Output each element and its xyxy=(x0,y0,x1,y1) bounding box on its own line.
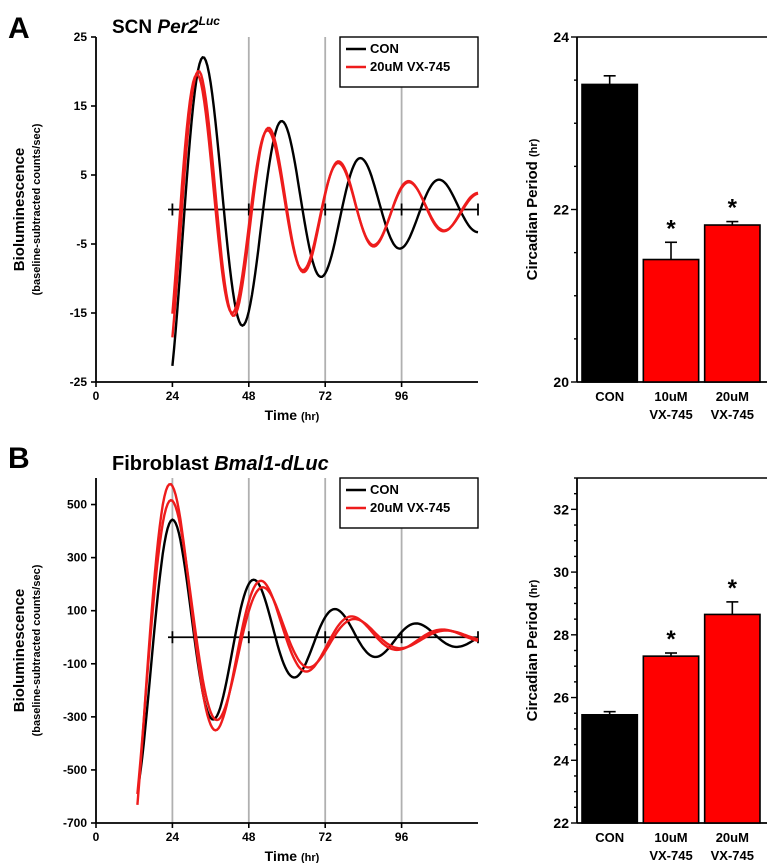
panel-a-title: SCN Per2Luc xyxy=(112,14,220,38)
y-tick-label: 22 xyxy=(553,202,569,218)
x-category-label: 10uM xyxy=(654,389,687,404)
y-tick-label: -100 xyxy=(63,657,87,671)
x-tick-label: 72 xyxy=(319,389,333,403)
y-tick-label: 25 xyxy=(74,30,88,44)
panel-b-title-gene: Bmal1-dLuc xyxy=(214,453,328,475)
y-tick-label: 26 xyxy=(553,690,569,706)
panel-a-letter: A xyxy=(8,12,30,45)
y-axis-title-unit: (hr) xyxy=(528,138,540,157)
x-category-label: CON xyxy=(595,389,624,404)
y-tick-label: -300 xyxy=(63,710,87,724)
y-tick-label: 15 xyxy=(74,99,88,113)
y-axis-title: Circadian Period (hr) xyxy=(524,579,541,721)
y-tick-label: 32 xyxy=(553,501,569,517)
legend-label: 20uM VX-745 xyxy=(370,500,450,515)
x-category-label: 10uM xyxy=(654,830,687,845)
legend-box xyxy=(339,36,479,88)
x-tick-label: 24 xyxy=(166,389,180,403)
x-axis-title-text: Time xyxy=(265,407,301,423)
x-tick-label: 0 xyxy=(93,830,100,844)
bar xyxy=(581,83,639,383)
bar xyxy=(642,258,700,383)
panel-a-trace-chart: 25 15 5 -5 -15 -25 0 24 48 72 96 Time (hr) Biolumine… xyxy=(11,30,479,423)
y-tick-label: 24 xyxy=(553,752,569,768)
x-category-label: VX-745 xyxy=(649,848,692,863)
legend-label: CON xyxy=(370,41,399,56)
x-axis-title-text: Time xyxy=(265,848,301,863)
x-category-label: CON xyxy=(595,830,624,845)
y-axis-title-unit: (hr) xyxy=(528,579,540,598)
x-tick-label: 24 xyxy=(166,830,180,844)
panel-b-trace-chart: 500 300 100 -100 -300 -500 -700 0 24 48 72 96 Time (… xyxy=(11,477,479,863)
series-line xyxy=(136,482,479,805)
y-axis-title-text: Circadian Period xyxy=(524,157,541,280)
y-axis-subtitle: (baseline-subtracted counts/sec) xyxy=(31,564,43,736)
legend-label: CON xyxy=(370,482,399,497)
x-category-label: VX-745 xyxy=(711,848,754,863)
bar xyxy=(703,613,761,824)
x-tick-label: 96 xyxy=(395,830,409,844)
panel-a-title-reporter: Luc xyxy=(199,14,221,28)
y-tick-label: 28 xyxy=(553,627,569,643)
y-tick-label: -25 xyxy=(70,375,88,389)
x-axis-title: Time (hr) xyxy=(265,407,320,423)
significance-marker: * xyxy=(666,626,676,653)
significance-marker: * xyxy=(728,195,738,222)
x-tick-label: 48 xyxy=(242,830,256,844)
series-line xyxy=(137,518,479,782)
panel-b-title: Fibroblast Bmal1-dLuc xyxy=(112,453,329,475)
panel-a-period-chart: 20 22 24 Circadian Period (hr) CON * 10uM VX-74… xyxy=(524,29,767,422)
x-tick-label: 48 xyxy=(242,389,256,403)
x-axis-title-unit: (hr) xyxy=(301,411,320,423)
y-tick-label: 20 xyxy=(553,374,569,390)
x-tick-label: 72 xyxy=(319,830,333,844)
y-tick-label: 22 xyxy=(553,815,569,831)
y-axis-title-text: Circadian Period xyxy=(524,598,541,721)
y-axis-title: Circadian Period (hr) xyxy=(524,138,541,280)
x-category-label: VX-745 xyxy=(649,407,692,422)
panel-a-title-gene: Per2 xyxy=(157,17,199,38)
bar xyxy=(703,224,761,383)
legend-box xyxy=(339,477,479,529)
panel-b-letter: B xyxy=(8,442,30,475)
y-axis-subtitle: (baseline-subtracted counts/sec) xyxy=(31,123,43,295)
y-tick-label: 300 xyxy=(67,551,87,565)
x-category-label: 20uM xyxy=(716,830,749,845)
significance-marker: * xyxy=(728,575,738,602)
series-line xyxy=(171,55,479,367)
bar xyxy=(642,655,700,824)
y-axis-title: Bioluminescence xyxy=(11,589,28,712)
x-category-label: VX-745 xyxy=(711,407,754,422)
y-tick-label: -15 xyxy=(70,306,88,320)
x-tick-label: 0 xyxy=(93,389,100,403)
x-tick-label: 96 xyxy=(395,389,409,403)
y-tick-label: -500 xyxy=(63,763,87,777)
legend-label: 20uM VX-745 xyxy=(370,59,450,74)
y-tick-label: -700 xyxy=(63,816,87,830)
y-tick-label: 24 xyxy=(553,29,569,45)
x-axis-title: Time (hr) xyxy=(265,848,320,863)
y-tick-label: -5 xyxy=(76,237,87,251)
series-line xyxy=(171,70,479,338)
y-axis-title: Bioluminescence xyxy=(11,148,28,271)
panel-b-title-plain: Fibroblast xyxy=(112,453,214,475)
significance-marker: * xyxy=(666,215,676,242)
x-axis-title-unit: (hr) xyxy=(301,852,320,863)
x-category-label: 20uM xyxy=(716,389,749,404)
panel-b-period-chart: 22 24 26 28 30 32 Circadian Period (hr) CON * 10u… xyxy=(524,477,767,863)
y-tick-label: 5 xyxy=(80,168,87,182)
bar xyxy=(581,713,639,824)
y-tick-label: 30 xyxy=(553,564,569,580)
y-tick-label: 100 xyxy=(67,604,87,618)
y-tick-label: 500 xyxy=(67,498,87,512)
panel-a-title-plain: SCN xyxy=(112,17,157,38)
series-line xyxy=(136,498,479,795)
